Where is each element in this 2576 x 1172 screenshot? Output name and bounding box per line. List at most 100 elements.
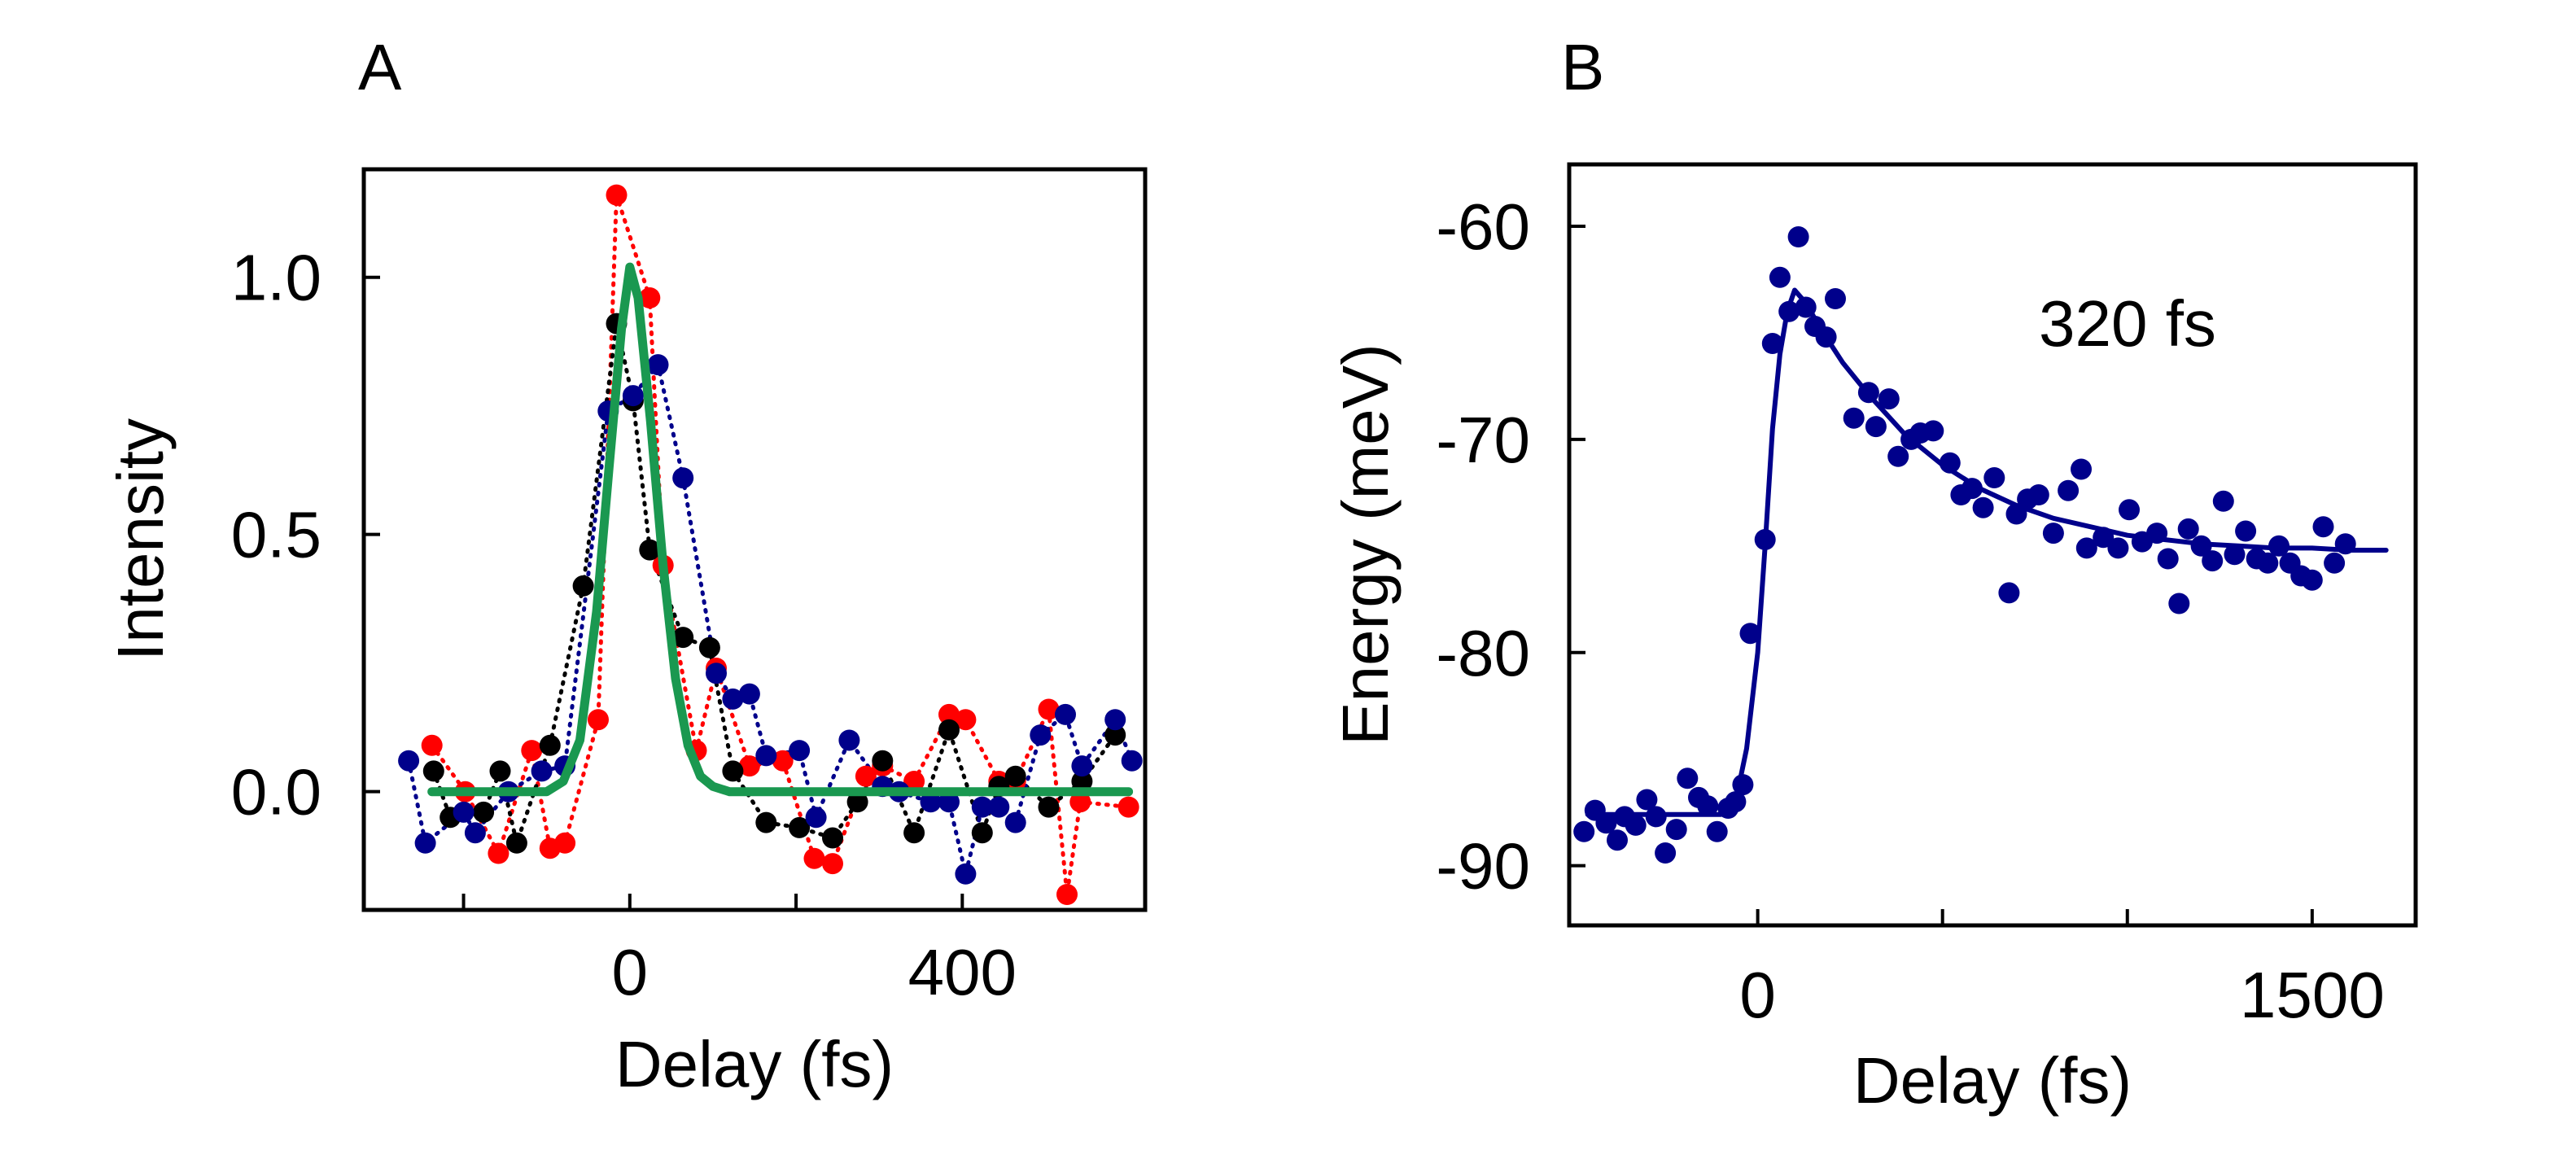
panel-a-series-0-point — [588, 709, 609, 731]
panel-a-series-0-point — [938, 703, 960, 725]
panel-a-y-tick-label: 0.0 — [231, 756, 321, 829]
panel-label-a: A — [358, 31, 402, 103]
panel-b-series-0-point — [1843, 407, 1865, 429]
panel-a-series — [398, 184, 1143, 905]
panel-b-series-0-point — [1769, 266, 1791, 288]
panel-a-series-2-point — [398, 750, 420, 772]
panel-a-series-1-point — [698, 636, 720, 658]
panel-a-series-0-point — [772, 750, 794, 772]
panel-b-series-0-point — [1887, 445, 1909, 467]
panel-b-y-tick-label: -60 — [1436, 190, 1530, 263]
panel-a-series-1-point — [755, 811, 777, 833]
panel-b-series-0-point — [2177, 518, 2199, 540]
panel-b-y-tick-label: -80 — [1436, 617, 1530, 689]
panel-a-series-1-point — [822, 827, 843, 849]
panel-a-series-2-point — [706, 663, 727, 684]
panel-b-time-constant-annotation: 320 fs — [2039, 287, 2216, 360]
panel-a-y-tick-label: 0.5 — [231, 499, 321, 571]
panel-a-series-2-point — [988, 796, 1010, 818]
panel-a-series-2-point — [971, 796, 993, 818]
panel-a-series-1-point — [572, 575, 594, 597]
panel-b-series-0-point — [1595, 812, 1617, 834]
panel-b-series-0-point — [2075, 537, 2097, 559]
panel-a-series-2-point — [464, 822, 486, 844]
panel-a-series-1-point — [473, 801, 495, 823]
panel-a-series-1-point — [846, 791, 868, 813]
panel-a-series-0-point — [606, 184, 628, 206]
panel-b-series-0-point — [1573, 820, 1595, 842]
panel-a-series-0-point — [554, 832, 576, 854]
panel-b-series-0-point — [1878, 388, 1900, 410]
panel-a-series-0-point — [1038, 698, 1060, 720]
panel-b-series-0-point — [2071, 458, 2092, 480]
panel-a-series-2-point — [531, 760, 553, 782]
panel-a-series-1-point — [938, 719, 960, 741]
panel-b-series-0-point — [1665, 819, 1687, 841]
panel-b-series-0-point — [1677, 767, 1699, 789]
panel-a-series-2-point — [1030, 724, 1052, 746]
panel-a-fit — [427, 262, 1134, 797]
panel-b-series-0-point — [2324, 552, 2346, 574]
panel-b-fit-curve — [1585, 287, 2389, 817]
panel-a-x-ticks: 0 400 — [461, 894, 1017, 1008]
panel-b-series-0-point — [1706, 820, 1728, 842]
panel-a-series-0-point — [1069, 791, 1091, 813]
panel-a-x-tick-label: 0 — [612, 936, 649, 1008]
panel-a-series-2-point — [722, 688, 744, 710]
panel-a-series-1-point — [672, 627, 694, 649]
panel-a-series-2-point — [622, 385, 644, 407]
panel-a-series-0-point — [822, 853, 843, 875]
panel-a-series-2-point — [920, 791, 942, 813]
panel-a-series-2-point — [755, 745, 777, 767]
panel-b-series-0-point — [2042, 523, 2064, 544]
panel-b-x-tick-label: 0 — [1739, 959, 1776, 1031]
panel-b-fit — [1585, 287, 2389, 817]
panel-a-series-1-point — [789, 816, 811, 838]
panel-a-series-1-point — [505, 832, 527, 854]
panel-a-x-axis-title: Delay (fs) — [615, 1028, 894, 1100]
panel-a-series-1-point — [539, 734, 561, 756]
panel-a-series-0-point — [738, 755, 760, 777]
panel-b-series-0-point — [1739, 623, 1761, 645]
panel-a-series-0-point — [855, 765, 877, 787]
panel-a-fit-curve — [427, 262, 1134, 797]
panel-b-series-0-point — [2119, 499, 2140, 521]
panel-b-x-axis-title: Delay (fs) — [1853, 1044, 2132, 1117]
panel-a-series-0-point — [1056, 884, 1078, 905]
panel-b-series-0-point — [1697, 795, 1719, 817]
panel-a-series-0-point — [1117, 796, 1139, 818]
panel-b-series-0-point — [2027, 484, 2049, 505]
panel-a-series-0-point — [903, 771, 925, 792]
panel-a-series-2-point — [1121, 750, 1143, 772]
panel-a-plot-frame — [361, 167, 1148, 912]
panel-b-series-0-point — [1655, 842, 1677, 864]
panel-a-series-1-point — [1004, 765, 1026, 787]
panel-b-series-0-point — [1625, 814, 1647, 836]
panel-b-series-0-point — [2157, 548, 2179, 570]
panel-b-series-0-point — [2202, 550, 2224, 572]
panel-b-y-tick-label: -70 — [1436, 404, 1530, 476]
panel-a-series-2-point — [938, 791, 960, 813]
panel-b-y-ticks: -90 -80 -70 -60 — [1436, 190, 1585, 903]
panel-a-series-0-point — [955, 709, 977, 731]
panel-b-series-0-point — [2107, 537, 2129, 559]
panel-a-series-2-point — [1004, 811, 1026, 833]
panel-b-series-0-point — [2257, 552, 2279, 574]
panel-b-series-0-point — [2312, 516, 2334, 538]
panel-a: A 0 400 0.0 0.5 1.0 Delay (fs) Intensity — [104, 31, 1148, 1100]
panel-b-series-0-point — [1922, 420, 1944, 442]
panel-a-series-2-point — [789, 740, 811, 762]
panel-a-series-1-point — [903, 822, 925, 844]
panel-a-series-0-point — [521, 740, 543, 762]
panel-a-series-2-point — [838, 729, 860, 751]
panel-b-series-0-point — [1761, 333, 1783, 354]
panel-a-series-0-point — [639, 287, 661, 308]
panel-a-series-1-point — [1038, 796, 1060, 818]
panel-a-series-1-point — [639, 539, 661, 561]
panel-a-series-1-point — [1071, 771, 1093, 792]
panel-a-series-2-point — [647, 354, 669, 376]
panel-a-series-1-point — [971, 822, 993, 844]
panel-b-series-0-point — [1636, 789, 1658, 811]
panel-b-series-0-point — [1972, 496, 1994, 518]
panel-a-series-0-point — [488, 842, 510, 864]
